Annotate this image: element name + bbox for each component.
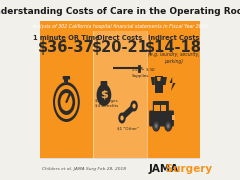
- Text: $14-18: $14-18: [145, 39, 202, 55]
- Circle shape: [120, 116, 124, 120]
- FancyBboxPatch shape: [153, 101, 169, 113]
- Circle shape: [167, 124, 170, 128]
- FancyBboxPatch shape: [64, 78, 68, 82]
- FancyBboxPatch shape: [40, 158, 200, 180]
- FancyBboxPatch shape: [155, 105, 160, 111]
- Circle shape: [165, 121, 172, 131]
- Text: JAMA: JAMA: [148, 164, 178, 174]
- FancyBboxPatch shape: [40, 21, 200, 31]
- Polygon shape: [139, 66, 144, 69]
- Polygon shape: [170, 77, 176, 91]
- Text: Understanding Costs of Care in the Operating Room: Understanding Costs of Care in the Opera…: [0, 6, 240, 15]
- Text: $1 "Other": $1 "Other": [117, 126, 139, 130]
- Circle shape: [60, 93, 72, 111]
- Text: 1 minute OR Time: 1 minute OR Time: [33, 35, 100, 41]
- Text: (e.g. laundry, security,
parking): (e.g. laundry, security, parking): [148, 52, 199, 64]
- Circle shape: [96, 84, 111, 106]
- Circle shape: [130, 100, 138, 111]
- Text: Direct Costs: Direct Costs: [97, 35, 143, 41]
- FancyBboxPatch shape: [161, 105, 166, 111]
- Text: $36-37: $36-37: [38, 39, 95, 55]
- Circle shape: [132, 103, 136, 109]
- Circle shape: [153, 121, 160, 131]
- Text: Indirect Costs: Indirect Costs: [148, 35, 199, 41]
- Polygon shape: [157, 77, 161, 81]
- Text: $20-21: $20-21: [92, 39, 148, 55]
- Circle shape: [118, 112, 126, 123]
- FancyBboxPatch shape: [63, 76, 70, 80]
- Text: $2.50-$3.50
Supplies: $2.50-$3.50 Supplies: [131, 66, 156, 78]
- FancyBboxPatch shape: [172, 115, 175, 120]
- Circle shape: [155, 124, 157, 128]
- Text: Analysis of 302 California hospital financial statements in Fiscal Year 2014: Analysis of 302 California hospital fina…: [32, 24, 208, 28]
- Text: Childers et al. JAMA Surg Feb 28, 2018: Childers et al. JAMA Surg Feb 28, 2018: [42, 167, 126, 171]
- Circle shape: [55, 85, 78, 119]
- Text: $: $: [100, 90, 108, 100]
- Circle shape: [53, 82, 80, 122]
- Circle shape: [58, 89, 75, 115]
- Polygon shape: [163, 77, 167, 85]
- FancyBboxPatch shape: [40, 31, 200, 158]
- FancyBboxPatch shape: [101, 81, 107, 87]
- Polygon shape: [151, 77, 155, 85]
- FancyBboxPatch shape: [155, 76, 163, 93]
- Text: Surgery: Surgery: [162, 164, 212, 174]
- FancyBboxPatch shape: [40, 0, 200, 22]
- FancyBboxPatch shape: [149, 111, 174, 127]
- Text: $10 Wages
$4 Benefits: $10 Wages $4 Benefits: [95, 99, 118, 107]
- FancyBboxPatch shape: [93, 31, 147, 158]
